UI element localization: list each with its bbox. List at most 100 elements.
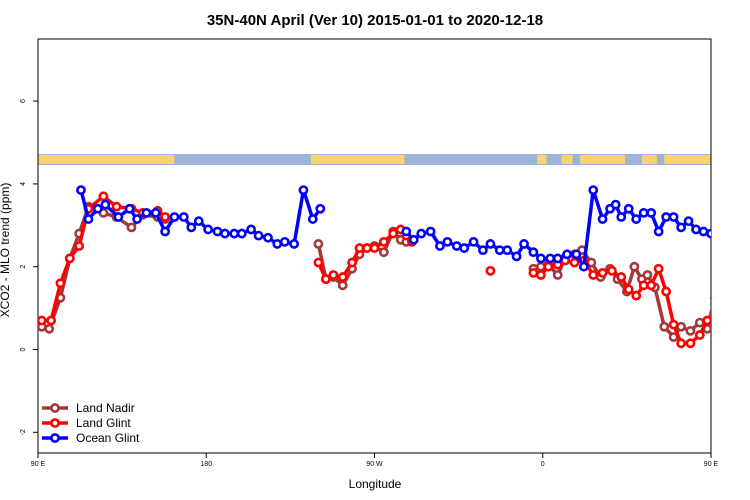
data-point [629,261,640,272]
data-point [76,185,86,196]
data-point [132,214,142,224]
y-tick-label: 4 [20,182,27,186]
x-tick-label: 90 E [31,461,46,468]
chart-title: 35N-40N April (Ver 10) 2015-01-01 to 202… [207,12,543,29]
data-point [442,236,453,247]
legend-label: Land Nadir [76,401,135,415]
data-point [113,212,124,222]
data-point [478,245,488,256]
data-point [691,224,701,235]
data-point [745,234,750,241]
data-point [720,255,727,262]
data-point [435,241,445,251]
data-point [543,261,554,272]
data-point [354,243,365,253]
data-point [307,214,318,224]
data-point [212,226,223,237]
data-point [459,243,470,253]
data-point [616,212,627,222]
series-layer [38,185,750,349]
data-point [160,212,171,222]
data-point [676,321,686,332]
data-point [289,239,300,249]
data-point [337,272,348,282]
data-point [178,212,189,222]
data-point [169,212,180,222]
land-ocean-strip [38,154,711,165]
data-point [220,228,230,239]
land-strip-segment [310,155,405,164]
data-point [388,228,399,239]
data-point [747,207,750,214]
data-point [535,270,546,280]
data-point [685,325,696,336]
data-point [552,270,563,280]
data-point [347,257,357,268]
data-point [320,274,331,285]
data-point [694,317,705,328]
data-point [578,261,589,272]
data-point [694,330,705,340]
data-point [588,185,599,196]
data-point [588,270,599,280]
data-point [519,239,529,249]
data-point [46,315,56,326]
data-point [659,321,670,332]
data-point [653,263,664,274]
data-point [38,315,47,326]
data-point [511,251,522,262]
series-line [532,248,711,339]
data-point [337,280,348,291]
data-point [263,232,273,243]
data-point [741,242,748,249]
data-point [715,230,722,237]
y-axis-title: XCO2 - MLO trend (ppm) [0,183,12,318]
data-point [279,236,290,247]
data-point [535,253,546,264]
land-strip-segment [641,155,657,164]
data-point [646,280,657,291]
y-tick-label: 2 [20,265,27,269]
data-point [528,247,539,258]
data-point [494,245,505,256]
data-point [661,212,672,222]
data-point [44,323,55,334]
land-strip-segment [561,155,573,164]
data-point [732,255,739,262]
data-point [236,228,247,239]
data-point [623,284,634,295]
data-point [730,230,737,237]
data-point [545,253,556,264]
data-point [98,191,109,202]
data-point [378,247,389,258]
data-point [571,249,582,260]
data-point [709,294,711,301]
x-tick-label: 90 W [366,461,383,468]
legend-marker [50,418,60,428]
data-point [485,239,496,249]
legend-item: Land Nadir [42,401,135,415]
data-point [126,222,137,233]
legend-item: Ocean Glint [42,431,140,445]
data-point [253,230,264,241]
data-point [683,216,694,227]
data-point [416,228,427,239]
data-point [562,249,572,260]
x-tick-label: 0 [541,461,545,468]
legend-label: Land Glint [76,416,131,430]
data-point [100,199,111,210]
data-point [610,199,621,210]
data-point [141,207,152,218]
data-point [502,245,513,256]
series-ocean-glint [76,185,750,272]
land-strip-segment [116,155,175,164]
data-point [83,214,94,224]
data-point [315,203,326,214]
data-point [737,232,744,239]
x-axis-title: Longitude [349,477,402,491]
legend-marker [50,403,60,413]
data-point [528,268,539,278]
legend-item: Land Glint [42,416,131,430]
x-tick-label: 90 E [704,461,719,468]
